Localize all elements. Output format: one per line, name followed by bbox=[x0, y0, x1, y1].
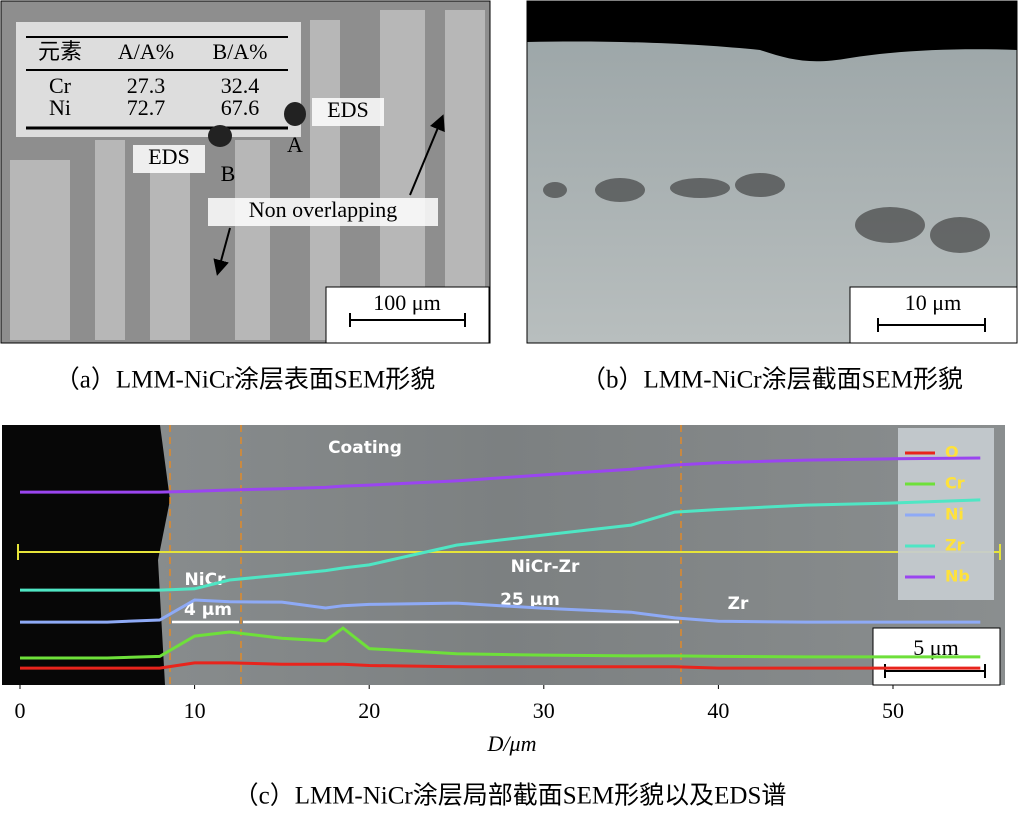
sem-image bbox=[526, 0, 1018, 344]
scale-bar-label: 10 μm bbox=[905, 290, 961, 315]
table-cell: 27.3 bbox=[127, 73, 166, 98]
caption: （c）LMM-NiCr涂层局部截面SEM形貌以及EDS谱 bbox=[234, 782, 787, 810]
point-a bbox=[284, 102, 306, 126]
legend-label: Zr bbox=[945, 536, 965, 555]
x-tick-label: 40 bbox=[707, 698, 729, 723]
table-header: A/A% bbox=[118, 39, 174, 64]
label: EDS bbox=[148, 144, 190, 169]
x-tick-label: 30 bbox=[533, 698, 555, 723]
panel-c: Coating NiCr NiCr-Zr Zr 4 μm 25 μm 5 μm … bbox=[2, 425, 1005, 810]
table-cell: Ni bbox=[49, 95, 71, 120]
x-tick-label: 20 bbox=[358, 698, 380, 723]
legend-label: Ni bbox=[945, 505, 964, 524]
legend-label: Nb bbox=[945, 567, 970, 586]
point-b bbox=[208, 125, 232, 147]
label: B bbox=[221, 161, 236, 186]
panel-b: 10 μm （b）LMM-NiCr涂层截面SEM形貌 bbox=[526, 0, 1018, 394]
x-axis-label: D/μm bbox=[487, 731, 537, 756]
table-cell: Cr bbox=[49, 73, 72, 98]
annotation: 25 μm bbox=[500, 590, 560, 610]
annotation: 4 μm bbox=[184, 600, 232, 620]
annotation: Coating bbox=[328, 438, 402, 458]
caption: （b）LMM-NiCr涂层截面SEM形貌 bbox=[581, 366, 963, 394]
annotation: NiCr-Zr bbox=[511, 557, 580, 577]
table-cell: 67.6 bbox=[221, 95, 260, 120]
table-header: 元素 bbox=[38, 39, 82, 64]
table-box bbox=[16, 22, 301, 137]
label: EDS bbox=[327, 97, 369, 122]
table-header: B/A% bbox=[213, 39, 268, 64]
annotation: Zr bbox=[728, 594, 749, 614]
x-tick-label: 50 bbox=[882, 698, 904, 723]
eds-line bbox=[20, 661, 981, 670]
sem-image bbox=[2, 425, 1005, 685]
scale-bar-label: 100 μm bbox=[373, 290, 440, 315]
table-cell: 72.7 bbox=[127, 95, 166, 120]
panel-a: 元素 A/A% B/A% Cr 27.3 32.4 Ni 72.7 67.6 E… bbox=[0, 0, 491, 394]
eds-line bbox=[20, 456, 981, 494]
table-cell: 32.4 bbox=[221, 73, 260, 98]
pores bbox=[543, 173, 990, 253]
eds-line bbox=[20, 598, 981, 624]
caption: （a）LMM-NiCr涂层表面SEM形貌 bbox=[55, 366, 436, 394]
eds-line bbox=[20, 626, 981, 660]
x-tick-label: 0 bbox=[15, 698, 26, 723]
label: Non overlapping bbox=[249, 197, 397, 222]
legend-label: Cr bbox=[945, 474, 965, 493]
eds-line bbox=[20, 498, 981, 592]
label: A bbox=[287, 132, 303, 157]
x-tick-label: 10 bbox=[184, 698, 206, 723]
